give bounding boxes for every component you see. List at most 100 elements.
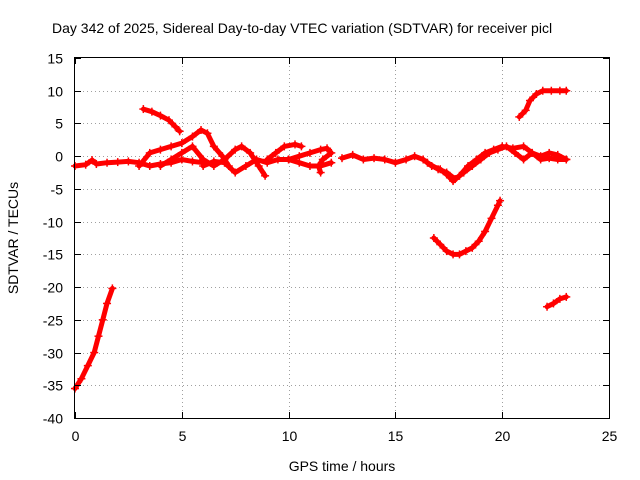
data-point — [442, 247, 451, 256]
data-point — [496, 196, 505, 205]
data-point — [305, 148, 314, 157]
x-tick-label: 10 — [282, 428, 298, 444]
data-point — [468, 162, 477, 170]
data-point — [327, 158, 336, 167]
data-point — [220, 158, 229, 167]
data-point — [476, 155, 485, 164]
data-series-arc-13 — [544, 294, 569, 310]
y-tick-label: -40 — [43, 411, 63, 427]
data-point — [261, 171, 270, 180]
data-point — [291, 140, 300, 149]
data-point — [94, 332, 103, 341]
data-point — [525, 96, 534, 105]
data-point — [175, 127, 184, 136]
data-point — [90, 348, 99, 357]
data-point — [246, 148, 255, 157]
data-point — [521, 106, 530, 115]
data-point — [402, 155, 411, 164]
x-tick-label: 0 — [72, 428, 80, 444]
data-point — [545, 148, 554, 157]
data-point — [124, 157, 133, 166]
data-point — [327, 148, 336, 157]
data-point — [139, 105, 148, 114]
data-points — [71, 86, 571, 393]
y-tick-label: -30 — [43, 346, 63, 362]
data-point — [209, 157, 218, 166]
plot-frame — [74, 57, 610, 419]
data-point — [553, 150, 562, 159]
data-point — [338, 154, 346, 163]
data-point — [532, 90, 541, 98]
grid — [75, 58, 609, 418]
data-point — [188, 157, 197, 166]
data-point — [295, 152, 304, 161]
data-point — [442, 168, 451, 177]
data-point — [297, 142, 306, 151]
data-point — [284, 155, 293, 164]
data-point — [318, 155, 327, 164]
y-tick-label: -10 — [43, 215, 63, 231]
data-point — [156, 162, 165, 170]
y-tick-label: 10 — [47, 84, 63, 100]
data-point — [555, 294, 564, 303]
data-point — [519, 155, 528, 164]
data-point — [461, 247, 470, 256]
data-point — [316, 168, 325, 177]
data-point — [167, 142, 176, 151]
data-point — [145, 162, 154, 170]
data-series-arc-10 — [424, 143, 569, 182]
data-series-arc-11 — [431, 198, 503, 257]
data-point — [481, 227, 490, 236]
data-point — [156, 145, 165, 154]
data-point — [252, 155, 261, 164]
data-point — [429, 234, 438, 242]
data-point — [103, 158, 112, 167]
y-tick-label: 0 — [55, 149, 63, 165]
data-point — [171, 122, 180, 131]
data-point — [391, 158, 400, 167]
data-point — [316, 145, 325, 154]
data-point — [410, 152, 419, 161]
data-point — [459, 168, 468, 177]
data-point — [197, 126, 206, 134]
data-point — [156, 111, 165, 120]
data-point — [280, 142, 289, 151]
data-point — [487, 214, 496, 223]
data-point — [188, 142, 197, 151]
data-point — [485, 148, 494, 157]
data-point — [455, 250, 464, 259]
y-tick-label: -15 — [43, 247, 63, 263]
data-point — [493, 201, 502, 210]
data-point — [519, 142, 528, 151]
data-point — [380, 155, 389, 164]
data-series-arc-2 — [140, 106, 183, 134]
data-point — [419, 155, 428, 164]
data-point — [98, 315, 107, 324]
data-point — [562, 86, 571, 95]
data-point — [177, 148, 186, 157]
data-point — [164, 116, 173, 125]
y-tick-label: -5 — [51, 182, 64, 198]
data-point — [103, 299, 112, 308]
data-point — [241, 162, 250, 170]
data-point — [203, 129, 212, 138]
data-point — [562, 292, 571, 301]
x-tick-label: 5 — [179, 428, 187, 444]
data-point — [77, 374, 86, 383]
x-tick-label: 20 — [495, 428, 511, 444]
data-point — [323, 144, 332, 153]
data-point — [209, 142, 218, 151]
data-point — [528, 148, 537, 157]
data-point — [436, 240, 445, 249]
data-point — [538, 86, 547, 95]
data-point — [511, 148, 520, 157]
data-point — [81, 160, 90, 169]
data-point — [547, 86, 556, 95]
data-point — [502, 142, 511, 151]
y-tick-label: -20 — [43, 280, 63, 296]
y-tick-label: 15 — [47, 51, 63, 67]
data-point — [199, 162, 208, 170]
data-point — [271, 148, 280, 157]
data-point — [370, 154, 379, 163]
